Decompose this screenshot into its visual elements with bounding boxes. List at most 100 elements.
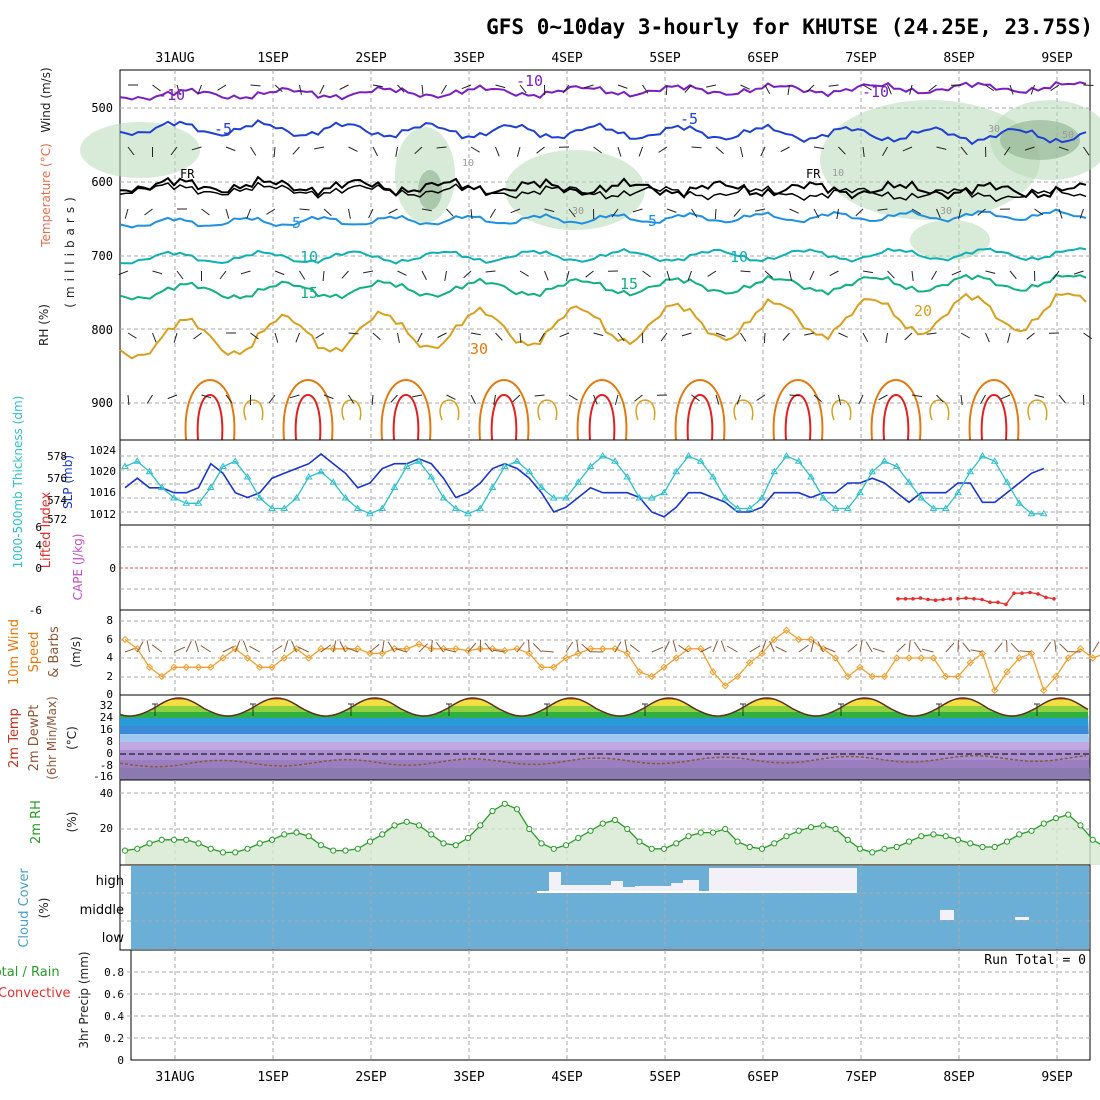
wind-barb: [764, 84, 771, 95]
rh-point: [256, 840, 263, 847]
wind-barb: [691, 208, 698, 218]
wind-speed-point: [648, 672, 656, 681]
wind-barb: [720, 640, 726, 653]
ytick-label: 0.4: [104, 1010, 124, 1023]
thickness-point: [488, 483, 497, 490]
rh-point: [195, 840, 202, 847]
upper-air-contours: [80, 70, 1100, 441]
wind-speed-point: [868, 672, 876, 681]
slp-series: [120, 440, 1090, 525]
wind-barb: [495, 332, 503, 341]
wind-speed-point: [170, 663, 178, 671]
cloud-bar: [1015, 917, 1029, 920]
wind-barb: [559, 332, 570, 338]
ytick-label: 900: [91, 396, 113, 410]
wind-speed-point: [537, 663, 546, 671]
thickness-point: [966, 467, 975, 475]
cloud-bar: [611, 881, 623, 893]
thickness-point: [1003, 478, 1011, 485]
thickness-point: [292, 494, 301, 501]
rh-area: [125, 803, 1100, 865]
ylabel-wind-1: 10m Wind: [7, 619, 22, 685]
thickness-point: [574, 478, 583, 485]
wind-speed-point: [219, 654, 227, 662]
thickness-point: [304, 473, 313, 480]
ytick-label: 800: [91, 323, 113, 337]
wind-barb: [395, 146, 398, 157]
wind-barb: [862, 146, 865, 157]
rh-point: [452, 842, 459, 849]
lifted-point: [1036, 592, 1040, 596]
date-label: 7SEP: [845, 1070, 876, 1085]
wind-barb: [829, 270, 839, 277]
isotherm-line: [119, 247, 1087, 265]
wind-barb: [687, 270, 692, 281]
wind-barb: [250, 146, 257, 156]
thickness-point: [892, 462, 901, 469]
wind-barb: [274, 332, 279, 343]
wind-barb: [624, 640, 628, 653]
temp2m-series: [119, 697, 1090, 780]
precip-frame: [130, 949, 1091, 1061]
wind-speed-point: [145, 663, 154, 671]
thickness-point: [133, 457, 142, 464]
rh-shading-dark: [418, 170, 442, 210]
isotherm-loop: [478, 379, 530, 441]
wind-barb: [222, 645, 234, 653]
isotherm-loop: [243, 399, 264, 421]
rh-point: [403, 818, 410, 825]
wind-speed-point: [378, 649, 386, 658]
contour-label: 20: [914, 302, 932, 320]
lifted-point: [926, 597, 930, 602]
temp-band: [120, 758, 1090, 770]
lifted-point: [996, 600, 1000, 605]
thickness-point: [709, 473, 717, 480]
ylabel-temp-4: (°C): [65, 726, 79, 750]
rh-point: [501, 800, 508, 807]
rh-point: [771, 840, 778, 847]
wind-barb: [372, 332, 381, 341]
wind-barb: [322, 270, 325, 282]
contour-label: 30: [940, 206, 952, 217]
wind-barb: [665, 84, 668, 96]
wind-barb: [926, 332, 937, 335]
wind-barb: [562, 84, 570, 94]
rh-point: [415, 822, 423, 829]
date-label: 4SEP: [551, 1070, 582, 1085]
wind-barb: [970, 649, 983, 653]
precip-series: [120, 950, 1090, 1060]
wind-barb: [201, 208, 210, 216]
wind-barb: [960, 146, 968, 156]
wind-barb: [813, 394, 822, 402]
wind-speed-line: [124, 629, 1100, 692]
date-label: 31AUG: [155, 1070, 194, 1085]
wind-barb: [764, 270, 773, 278]
wind-barb: [862, 332, 869, 343]
rh-point: [244, 845, 251, 852]
wind-barb: [146, 394, 153, 404]
wind-barb: [470, 332, 481, 336]
wind-speed-point: [305, 654, 313, 662]
wind-barb: [977, 208, 986, 216]
wind-barb: [763, 332, 766, 344]
wind-barb: [437, 332, 447, 338]
wind-barb: [152, 332, 157, 343]
wind-speed-point: [856, 663, 864, 671]
wind-barb: [538, 332, 545, 342]
wind-barb: [493, 394, 496, 405]
minmax-marker: [642, 703, 648, 716]
thickness-point: [733, 504, 742, 511]
isotherm-line: [119, 208, 1087, 229]
date-label: 1SEP: [257, 51, 288, 66]
rh-point: [905, 838, 913, 845]
wind-barb: [568, 394, 578, 401]
wind-barb: [167, 394, 178, 400]
ylabel-rh-2: (%): [65, 812, 79, 833]
wind-barb: [369, 643, 380, 653]
cloud-level-low: low: [102, 931, 125, 946]
date-label: 3SEP: [453, 1070, 484, 1085]
minmax-marker: [348, 703, 354, 716]
wind-barb: [495, 146, 500, 157]
wind-barb: [176, 270, 184, 280]
wind-barb: [838, 146, 846, 155]
